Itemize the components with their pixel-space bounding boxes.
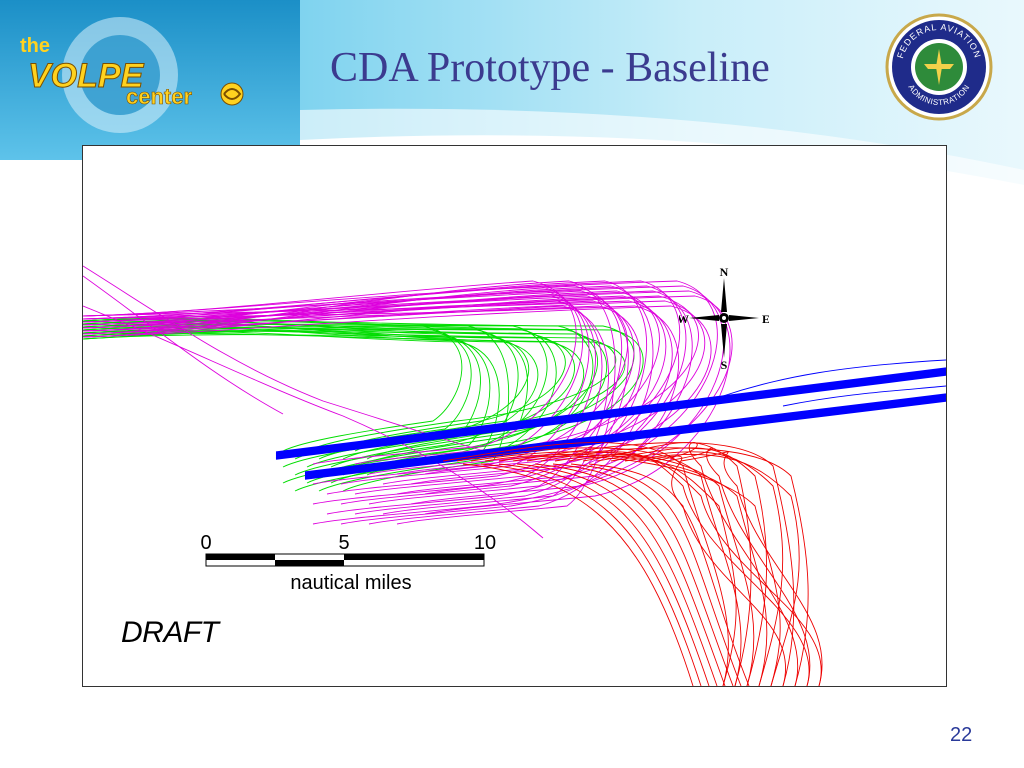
green-track	[83, 327, 557, 492]
green-track	[83, 321, 530, 468]
scale-tick-0: 0	[200, 532, 211, 554]
red-track	[498, 455, 781, 686]
faa-seal: FEDERAL AVIATION ADMINISTRATION	[885, 13, 993, 121]
red-track	[540, 451, 810, 686]
magenta-track	[83, 305, 544, 539]
magenta-track	[83, 275, 284, 415]
blue-track	[275, 374, 946, 460]
red-track	[666, 447, 811, 686]
blue-track	[275, 367, 946, 453]
blue-track	[275, 373, 946, 459]
red-track	[680, 451, 823, 686]
blue-track	[275, 368, 946, 454]
magenta-track	[83, 280, 577, 465]
magenta-track	[83, 305, 641, 505]
red-track	[570, 463, 742, 686]
blue-track	[275, 369, 946, 455]
compass-n-label: N	[720, 268, 729, 279]
green-track	[83, 325, 510, 492]
red-track	[484, 453, 768, 686]
red-track	[498, 463, 710, 686]
magenta-track	[83, 300, 673, 485]
blue-track	[275, 373, 946, 459]
blue-track	[304, 398, 946, 478]
logo-volpe-text: VOLPE	[28, 57, 145, 95]
magenta-track	[83, 295, 733, 525]
page-number: 22	[950, 724, 973, 746]
scale-tick-10: 10	[474, 532, 496, 554]
blue-track	[275, 372, 946, 458]
magenta-track	[83, 265, 504, 457]
scale-unit-label: nautical miles	[290, 572, 411, 594]
red-track	[552, 463, 734, 686]
logo-swirl-icon	[220, 82, 244, 106]
blue-track	[304, 399, 946, 479]
red-track	[588, 463, 750, 686]
blue-track	[275, 369, 946, 455]
draft-watermark: DRAFT	[121, 616, 219, 649]
blue-track	[275, 371, 946, 457]
blue-track	[304, 397, 946, 477]
compass-s-label: S	[721, 358, 728, 372]
red-track	[582, 442, 752, 686]
magenta-track	[83, 300, 706, 475]
green-track	[83, 330, 566, 452]
blue-track	[275, 370, 946, 456]
compass-rose-icon: N S W E	[679, 268, 769, 372]
red-track	[442, 442, 729, 686]
blue-track	[304, 395, 946, 475]
magenta-track	[83, 290, 629, 475]
red-track	[470, 451, 755, 686]
magenta-track	[83, 305, 680, 495]
magenta-track	[83, 295, 699, 465]
red-track	[512, 442, 795, 686]
logo-the-text: the	[20, 35, 50, 57]
blue-track	[304, 395, 946, 475]
red-track	[462, 463, 694, 686]
green-track	[83, 334, 575, 460]
blue-track	[304, 396, 946, 476]
compass-w-label: W	[679, 312, 689, 326]
scale-tick-5: 5	[338, 532, 349, 554]
red-track	[526, 447, 809, 686]
green-track	[83, 332, 626, 460]
red-track	[554, 453, 822, 686]
red-track	[516, 463, 718, 686]
blue-track	[304, 399, 946, 479]
green-track	[83, 325, 635, 468]
red-track	[534, 463, 726, 686]
volpe-center-logo: the VOLPE center	[0, 0, 300, 160]
blue-track	[722, 359, 946, 397]
magenta-track	[83, 280, 718, 495]
blue-track	[782, 385, 946, 407]
flight-track-map: N S W E 0 5 10 nautical miles DRAFT	[82, 145, 947, 687]
magenta-track	[83, 305, 712, 485]
red-track	[596, 447, 768, 686]
red-track	[610, 451, 784, 686]
red-track	[480, 463, 702, 686]
slide-title: CDA Prototype - Baseline	[330, 45, 770, 91]
red-track	[652, 442, 799, 686]
magenta-track	[83, 305, 609, 515]
green-track	[83, 323, 481, 468]
blue-track	[304, 400, 946, 480]
red-track	[638, 455, 786, 686]
blue-track	[304, 393, 946, 473]
flight-tracks	[83, 265, 946, 686]
logo-center-text: center	[126, 84, 192, 109]
compass-e-label: E	[762, 312, 769, 326]
blue-track	[304, 394, 946, 474]
scale-bar: 0 5 10 nautical miles	[200, 532, 496, 594]
red-track	[456, 447, 742, 686]
